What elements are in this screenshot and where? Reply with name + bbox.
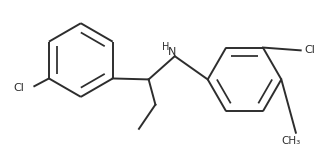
Text: N: N (168, 47, 176, 57)
Text: H: H (162, 42, 170, 52)
Text: Cl: Cl (304, 45, 316, 55)
Text: CH₃: CH₃ (281, 136, 301, 146)
Text: Cl: Cl (13, 83, 24, 93)
